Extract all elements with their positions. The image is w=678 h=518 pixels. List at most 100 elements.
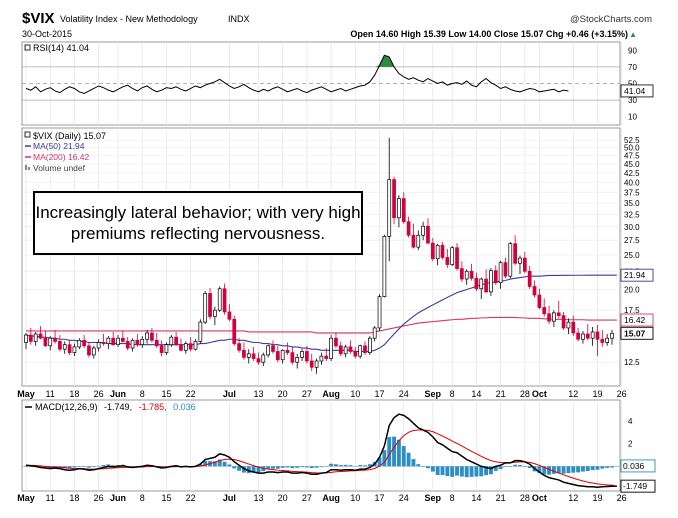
- candle-body: [24, 334, 28, 343]
- macd-histogram-bar: [464, 466, 469, 478]
- price-tick-label: 40.0: [624, 178, 640, 187]
- macd-histogram-bar: [334, 464, 338, 467]
- price-tick-label: 52.5: [624, 136, 640, 145]
- macd-histogram-bar: [87, 466, 91, 468]
- candle-body: [329, 337, 333, 359]
- macd-histogram-bar: [387, 437, 392, 467]
- rsi-panel-frame: [21, 41, 621, 126]
- macd-histogram-bar: [411, 459, 416, 467]
- macd-histogram-bar: [508, 466, 513, 467]
- candle-body: [280, 349, 285, 361]
- candle-body: [532, 286, 537, 296]
- macd-histogram-bar: [106, 464, 111, 467]
- macd-histogram-bar: [600, 466, 605, 469]
- candle-body: [421, 225, 425, 236]
- candle-body: [401, 198, 406, 223]
- x-axis-label-bottom: Jul: [223, 493, 236, 503]
- price-tick-label: 37.5: [624, 188, 640, 197]
- candle-body: [527, 270, 532, 287]
- x-axis-label-mid: May: [17, 389, 35, 399]
- price-tick-label: 32.5: [624, 210, 640, 219]
- macd-histogram-bar: [304, 466, 309, 468]
- candle-body: [193, 341, 198, 350]
- candle-body: [256, 358, 261, 363]
- candle-body: [508, 243, 513, 277]
- candle-body: [585, 333, 590, 339]
- x-axis-label-mid: 20: [278, 389, 288, 399]
- macd-histogram-bar: [459, 466, 464, 477]
- candle-body: [295, 356, 300, 363]
- macd-last-label: -1.749: [623, 481, 647, 491]
- candle-body: [213, 309, 217, 317]
- macd-histogram-bar: [401, 446, 406, 467]
- candle-body: [571, 321, 576, 334]
- price-panel-frame: [21, 127, 621, 387]
- macd-histogram-bar: [416, 464, 421, 467]
- macd-histogram-bar: [358, 465, 363, 467]
- macd-histogram-bar: [203, 461, 208, 467]
- candle-body: [367, 337, 372, 353]
- x-axis-label-mid: Sep: [425, 389, 442, 399]
- candle-body: [159, 345, 164, 353]
- macd-histogram-bar: [614, 465, 619, 467]
- price-tick-label: 25.0: [624, 251, 640, 260]
- candle-body: [595, 331, 600, 340]
- candle-body: [522, 257, 527, 272]
- rsi-line: [25, 54, 569, 95]
- macd-histogram-bar: [91, 466, 96, 467]
- candle-body: [62, 344, 67, 350]
- macd-panel-frame: [21, 399, 621, 492]
- price-last-label: 21.94: [624, 270, 646, 280]
- candle-body: [232, 318, 237, 344]
- quote-up-arrow: ▲: [629, 30, 637, 39]
- macd-histogram-bar: [280, 466, 285, 468]
- x-axis-label-mid: Jul: [223, 389, 236, 399]
- macd-histogram-bar: [353, 465, 358, 467]
- x-axis-label-mid: Aug: [322, 389, 340, 399]
- x-axis-label-bottom: 26: [617, 493, 627, 503]
- macd-title-name: MACD(12,26,9): [35, 402, 98, 412]
- macd-histogram-bar: [513, 464, 518, 467]
- x-axis-label-bottom: Jun: [110, 493, 126, 503]
- macd-last-label-box: [620, 459, 656, 473]
- candle-body: [561, 315, 566, 329]
- macd-last-label: 0.036: [623, 461, 645, 471]
- candle-body: [537, 294, 542, 308]
- candle-body: [154, 339, 159, 347]
- quote-line: Open 14.60 High 15.39 Low 14.00 Close 15…: [350, 29, 628, 39]
- x-axis-label-bottom: 15: [161, 493, 171, 503]
- price-tick-label: 35.0: [624, 199, 640, 208]
- price-last-label: 15.07: [624, 328, 646, 338]
- candle-body: [469, 270, 474, 279]
- ma50-legend-label: MA(50) 21.94: [33, 141, 85, 151]
- candle-body: [542, 307, 547, 315]
- candle-body: [179, 344, 183, 351]
- candle-body: [479, 278, 484, 290]
- macd-signal-line: [25, 429, 617, 488]
- macd-histogram-bar: [527, 466, 532, 469]
- macd-histogram-bar: [522, 466, 527, 467]
- macd-histogram-bar: [290, 466, 295, 469]
- x-axis-label-bottom: 14: [471, 493, 481, 503]
- candle-body: [285, 349, 290, 353]
- ma50-line: [25, 274, 617, 353]
- candle-body: [324, 355, 329, 359]
- macd-line: [25, 413, 617, 489]
- price-title-text: $VIX (Daily) 15.07: [33, 131, 106, 141]
- macd-histogram-bar: [222, 461, 227, 467]
- candle-body: [600, 338, 605, 343]
- candle-body: [67, 344, 72, 353]
- candle-body: [387, 179, 392, 237]
- source-label: @StockCharts.com: [570, 14, 652, 25]
- candle-body: [430, 242, 435, 260]
- macd-histogram-bar: [610, 466, 614, 468]
- rsi-tick-label: 10: [628, 113, 637, 122]
- price-tick-label: 30.0: [624, 223, 640, 232]
- macd-histogram-bar: [130, 466, 135, 467]
- rsi-overbought-fill: [374, 55, 395, 67]
- macd-histogram-bar: [367, 464, 372, 467]
- candle-body: [305, 351, 309, 362]
- macd-histogram-bar: [266, 466, 271, 470]
- candle-body: [174, 336, 178, 346]
